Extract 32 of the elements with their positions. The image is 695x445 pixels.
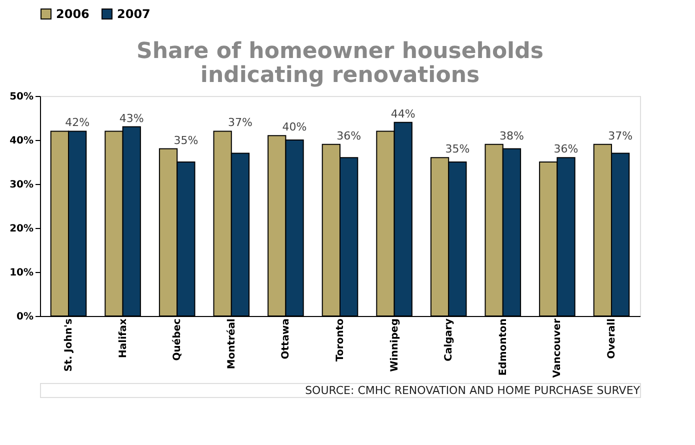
x-tick-label: Halifax bbox=[118, 318, 129, 358]
y-tick-label: 10% bbox=[10, 268, 34, 278]
data-label: 42% bbox=[65, 116, 90, 130]
x-tick-label: Vancouver bbox=[552, 318, 564, 378]
chart-title: Share of homeowner households indicating renovations bbox=[136, 39, 544, 88]
y-tick-label: 20% bbox=[10, 224, 34, 234]
x-tick-label: Overall bbox=[606, 318, 618, 359]
data-label: 36% bbox=[554, 142, 578, 156]
x-tick-label: Calgary bbox=[444, 318, 455, 362]
data-label: 37% bbox=[228, 116, 252, 130]
data-label: 38% bbox=[499, 129, 524, 142]
x-tick-label: Québec bbox=[172, 318, 184, 361]
y-tick-label: 40% bbox=[10, 136, 34, 146]
x-tick-label: St. John's bbox=[64, 318, 75, 372]
data-label: 44% bbox=[390, 107, 416, 120]
y-tick-label: 0% bbox=[16, 312, 34, 322]
x-tick-label: Edmonton bbox=[498, 318, 509, 376]
data-label: 40% bbox=[282, 120, 307, 134]
x-tick-label: Winnipeg bbox=[389, 318, 400, 372]
x-tick-label: Montréal bbox=[226, 318, 238, 370]
data-label: 35% bbox=[174, 134, 198, 147]
data-label: 36% bbox=[336, 129, 362, 142]
source-note: SOURCE: CMHC RENOVATION AND HOME PURCHASE SURVEY bbox=[305, 384, 640, 397]
data-label: 43% bbox=[119, 112, 144, 125]
legend-label: 2007 bbox=[117, 7, 150, 21]
x-tick-label: Toronto bbox=[335, 318, 346, 362]
legend-label: 2006 bbox=[56, 7, 90, 21]
x-tick-label: Ottawa bbox=[280, 318, 292, 360]
data-label: 37% bbox=[608, 129, 633, 142]
y-tick-label: 50% bbox=[10, 92, 34, 102]
data-label: 35% bbox=[445, 142, 470, 156]
y-tick-label: 30% bbox=[10, 180, 34, 190]
